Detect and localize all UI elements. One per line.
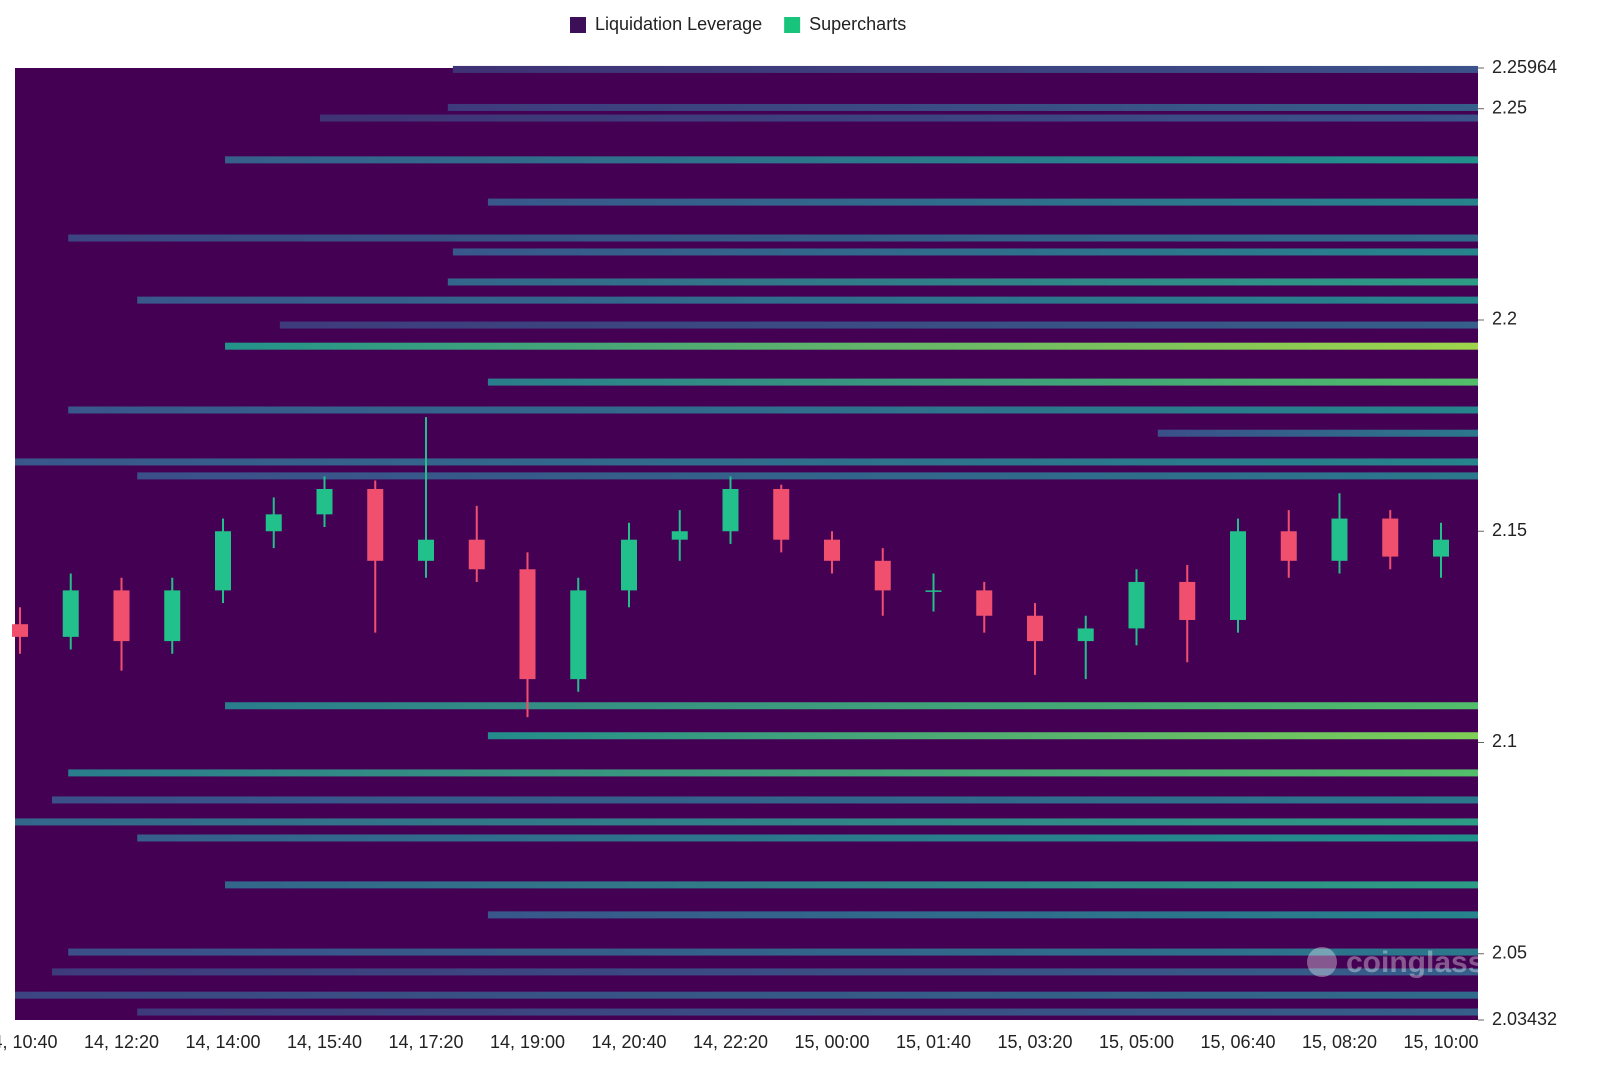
x-tick-label: 14, 19:00 — [490, 1032, 565, 1052]
heatmap-band — [225, 702, 1478, 710]
candle-body — [367, 488, 384, 561]
x-tick-label: 14, 10:40 — [0, 1032, 58, 1052]
candle-body — [519, 569, 536, 680]
heatmap-band — [279, 321, 1479, 329]
watermark-group: coinglass — [1307, 946, 1484, 979]
heatmap-band — [1157, 429, 1478, 437]
candle-body — [1128, 581, 1145, 629]
candle-body — [12, 624, 28, 637]
heatmap-band — [225, 881, 1478, 889]
candle-body — [621, 539, 637, 591]
axes: 2.03432 2.05 2.1 2.15 2.2 2.25 2.25964 14, 10:4… — [0, 57, 1557, 1052]
legend-swatch — [570, 17, 586, 33]
candle-body — [874, 560, 891, 591]
x-tick-label: 15, 06:40 — [1200, 1032, 1275, 1052]
y-tick-label: 2.15 — [1492, 520, 1527, 540]
heatmap-band — [51, 796, 1478, 804]
heatmap-band — [319, 114, 1478, 122]
heatmap-band — [68, 948, 1478, 956]
heatmap-band — [487, 198, 1478, 206]
heatmap-band — [137, 472, 1478, 480]
candle-body — [824, 539, 840, 561]
legend-label: Supercharts — [809, 14, 906, 34]
plot-background — [15, 68, 1478, 1020]
candle-body — [1331, 518, 1348, 561]
legend-swatch — [784, 17, 801, 33]
y-tick-label: 2.1 — [1492, 731, 1517, 751]
candle-body — [265, 514, 282, 532]
candle-body — [976, 590, 993, 616]
heatmap — [15, 65, 1479, 1016]
candle-body — [773, 488, 790, 540]
legend-label: Liquidation Leverage — [595, 14, 762, 34]
heatmap-band — [452, 248, 1479, 256]
y-tick-label: 2.03432 — [1492, 1009, 1557, 1029]
x-tick-label: 15, 03:20 — [997, 1032, 1072, 1052]
y-tick-label: 2.25 — [1492, 97, 1527, 117]
candle-body — [671, 531, 688, 540]
heatmap-band — [225, 156, 1478, 164]
x-tick-label: 15, 08:20 — [1302, 1032, 1377, 1052]
heatmap-band — [225, 342, 1478, 350]
heatmap-band — [15, 818, 1478, 826]
candle-body — [1433, 539, 1449, 557]
candle-body — [468, 539, 485, 570]
x-tick-label: 15, 10:00 — [1403, 1032, 1478, 1052]
heatmap-band — [68, 406, 1478, 414]
candle-body — [418, 539, 434, 561]
heatmap-band — [447, 103, 1478, 111]
x-tick-label: 14, 14:00 — [185, 1032, 260, 1052]
watermark: coinglass — [1346, 946, 1484, 979]
candle-body — [113, 590, 130, 642]
heatmap-band — [487, 911, 1478, 919]
heatmap-band — [487, 732, 1478, 740]
candle-body — [1382, 518, 1399, 557]
candle-body — [164, 590, 181, 642]
x-tick-label: 15, 00:00 — [794, 1032, 869, 1052]
y-tick-label: 2.25964 — [1492, 57, 1557, 77]
x-tick-label: 14, 22:20 — [693, 1032, 768, 1052]
heatmap-band — [447, 278, 1478, 286]
candle-body — [316, 488, 333, 515]
x-tick-label: 14, 12:20 — [84, 1032, 159, 1052]
heatmap-band — [137, 296, 1478, 304]
y-tick-label: 2.05 — [1492, 943, 1527, 963]
candle-body — [570, 590, 587, 680]
x-tick-label: 15, 05:00 — [1099, 1032, 1174, 1052]
heatmap-band — [452, 65, 1479, 73]
candles — [12, 417, 1449, 718]
candle-body — [1280, 531, 1297, 561]
heatmap-band — [68, 234, 1478, 242]
heatmap-band — [137, 834, 1478, 842]
candle-body — [1077, 628, 1094, 642]
x-tick-label: 14, 20:40 — [591, 1032, 666, 1052]
candle-body — [925, 590, 942, 592]
candle-body — [1230, 531, 1246, 620]
y-tick-label: 2.2 — [1492, 309, 1517, 329]
candle-body — [1179, 581, 1196, 620]
heatmap-band — [487, 378, 1478, 386]
heatmap-band — [15, 991, 1478, 999]
candle-body — [215, 531, 231, 591]
watermark-logo — [1307, 947, 1337, 977]
heatmap-band — [51, 968, 1478, 976]
heatmap-band — [15, 458, 1478, 466]
candle-body — [722, 488, 739, 532]
heatmap-band — [68, 769, 1478, 777]
candle-body — [1027, 615, 1043, 642]
x-tick-label: 14, 15:40 — [287, 1032, 362, 1052]
legend: Liquidation Leverage Supercharts — [570, 14, 906, 34]
x-tick-label: 14, 17:20 — [388, 1032, 463, 1052]
candle-body — [62, 590, 79, 637]
heatmap-band — [137, 1008, 1478, 1016]
x-tick-label: 15, 01:40 — [896, 1032, 971, 1052]
